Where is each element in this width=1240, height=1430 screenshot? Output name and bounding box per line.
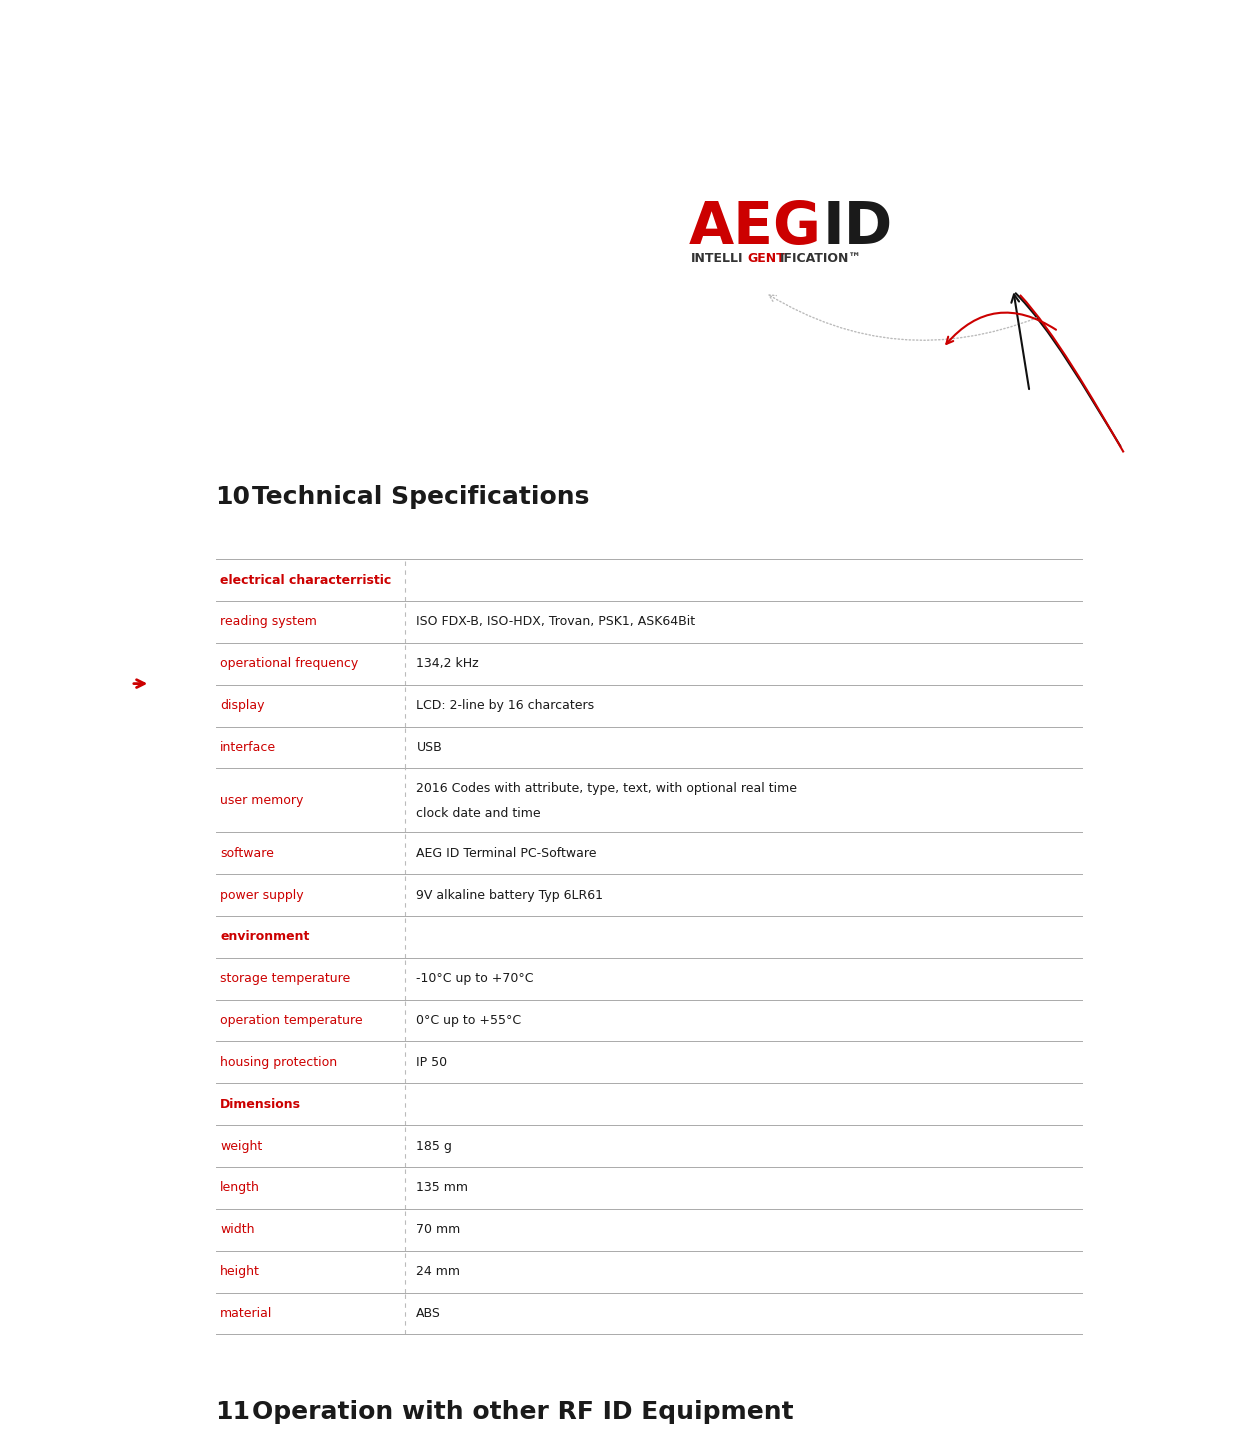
Text: storage temperature: storage temperature bbox=[221, 972, 351, 985]
Text: user memory: user memory bbox=[221, 794, 304, 807]
Text: software: software bbox=[221, 847, 274, 859]
Text: 2016 Codes with attribute, type, text, with optional real time: 2016 Codes with attribute, type, text, w… bbox=[417, 782, 797, 795]
Text: width: width bbox=[221, 1223, 255, 1237]
Text: environment: environment bbox=[221, 931, 310, 944]
Text: interface: interface bbox=[221, 741, 277, 754]
Text: power supply: power supply bbox=[221, 888, 304, 901]
Text: AEG ID Terminal PC-Software: AEG ID Terminal PC-Software bbox=[417, 847, 596, 859]
Text: weight: weight bbox=[221, 1140, 263, 1153]
Text: material: material bbox=[221, 1307, 273, 1320]
Text: 0°C up to +55°C: 0°C up to +55°C bbox=[417, 1014, 522, 1027]
Text: 135 mm: 135 mm bbox=[417, 1181, 469, 1194]
Text: ABS: ABS bbox=[417, 1307, 441, 1320]
Text: IP 50: IP 50 bbox=[417, 1055, 448, 1068]
Text: ID: ID bbox=[823, 199, 893, 256]
Text: 70 mm: 70 mm bbox=[417, 1223, 460, 1237]
Text: 134,2 kHz: 134,2 kHz bbox=[417, 658, 479, 671]
Text: Dimensions: Dimensions bbox=[221, 1098, 301, 1111]
Text: INTELLI: INTELLI bbox=[691, 252, 744, 265]
Text: Operation with other RF ID Equipment: Operation with other RF ID Equipment bbox=[252, 1400, 794, 1424]
Text: electrical characterristic: electrical characterristic bbox=[221, 573, 392, 586]
Text: operation temperature: operation temperature bbox=[221, 1014, 363, 1027]
Text: height: height bbox=[221, 1266, 260, 1278]
Text: LCD: 2-line by 16 charcaters: LCD: 2-line by 16 charcaters bbox=[417, 699, 594, 712]
Text: 9V alkaline battery Typ 6LR61: 9V alkaline battery Typ 6LR61 bbox=[417, 888, 604, 901]
Text: clock date and time: clock date and time bbox=[417, 807, 541, 819]
Text: Technical Specifications: Technical Specifications bbox=[252, 485, 589, 509]
Text: 10: 10 bbox=[216, 485, 250, 509]
Text: USB: USB bbox=[417, 741, 443, 754]
Text: ISO FDX-B, ISO-HDX, Trovan, PSK1, ASK64Bit: ISO FDX-B, ISO-HDX, Trovan, PSK1, ASK64B… bbox=[417, 615, 696, 628]
Text: GENT: GENT bbox=[746, 252, 785, 265]
Text: 11: 11 bbox=[216, 1400, 250, 1424]
Text: reading system: reading system bbox=[221, 615, 317, 628]
Text: housing protection: housing protection bbox=[221, 1055, 337, 1068]
Text: operational frequency: operational frequency bbox=[221, 658, 358, 671]
Text: AEG: AEG bbox=[688, 199, 821, 256]
Text: -10°C up to +70°C: -10°C up to +70°C bbox=[417, 972, 534, 985]
Text: 24 mm: 24 mm bbox=[417, 1266, 460, 1278]
Text: length: length bbox=[221, 1181, 260, 1194]
Text: 185 g: 185 g bbox=[417, 1140, 453, 1153]
Text: IFICATION™: IFICATION™ bbox=[780, 252, 862, 265]
Text: display: display bbox=[221, 699, 265, 712]
